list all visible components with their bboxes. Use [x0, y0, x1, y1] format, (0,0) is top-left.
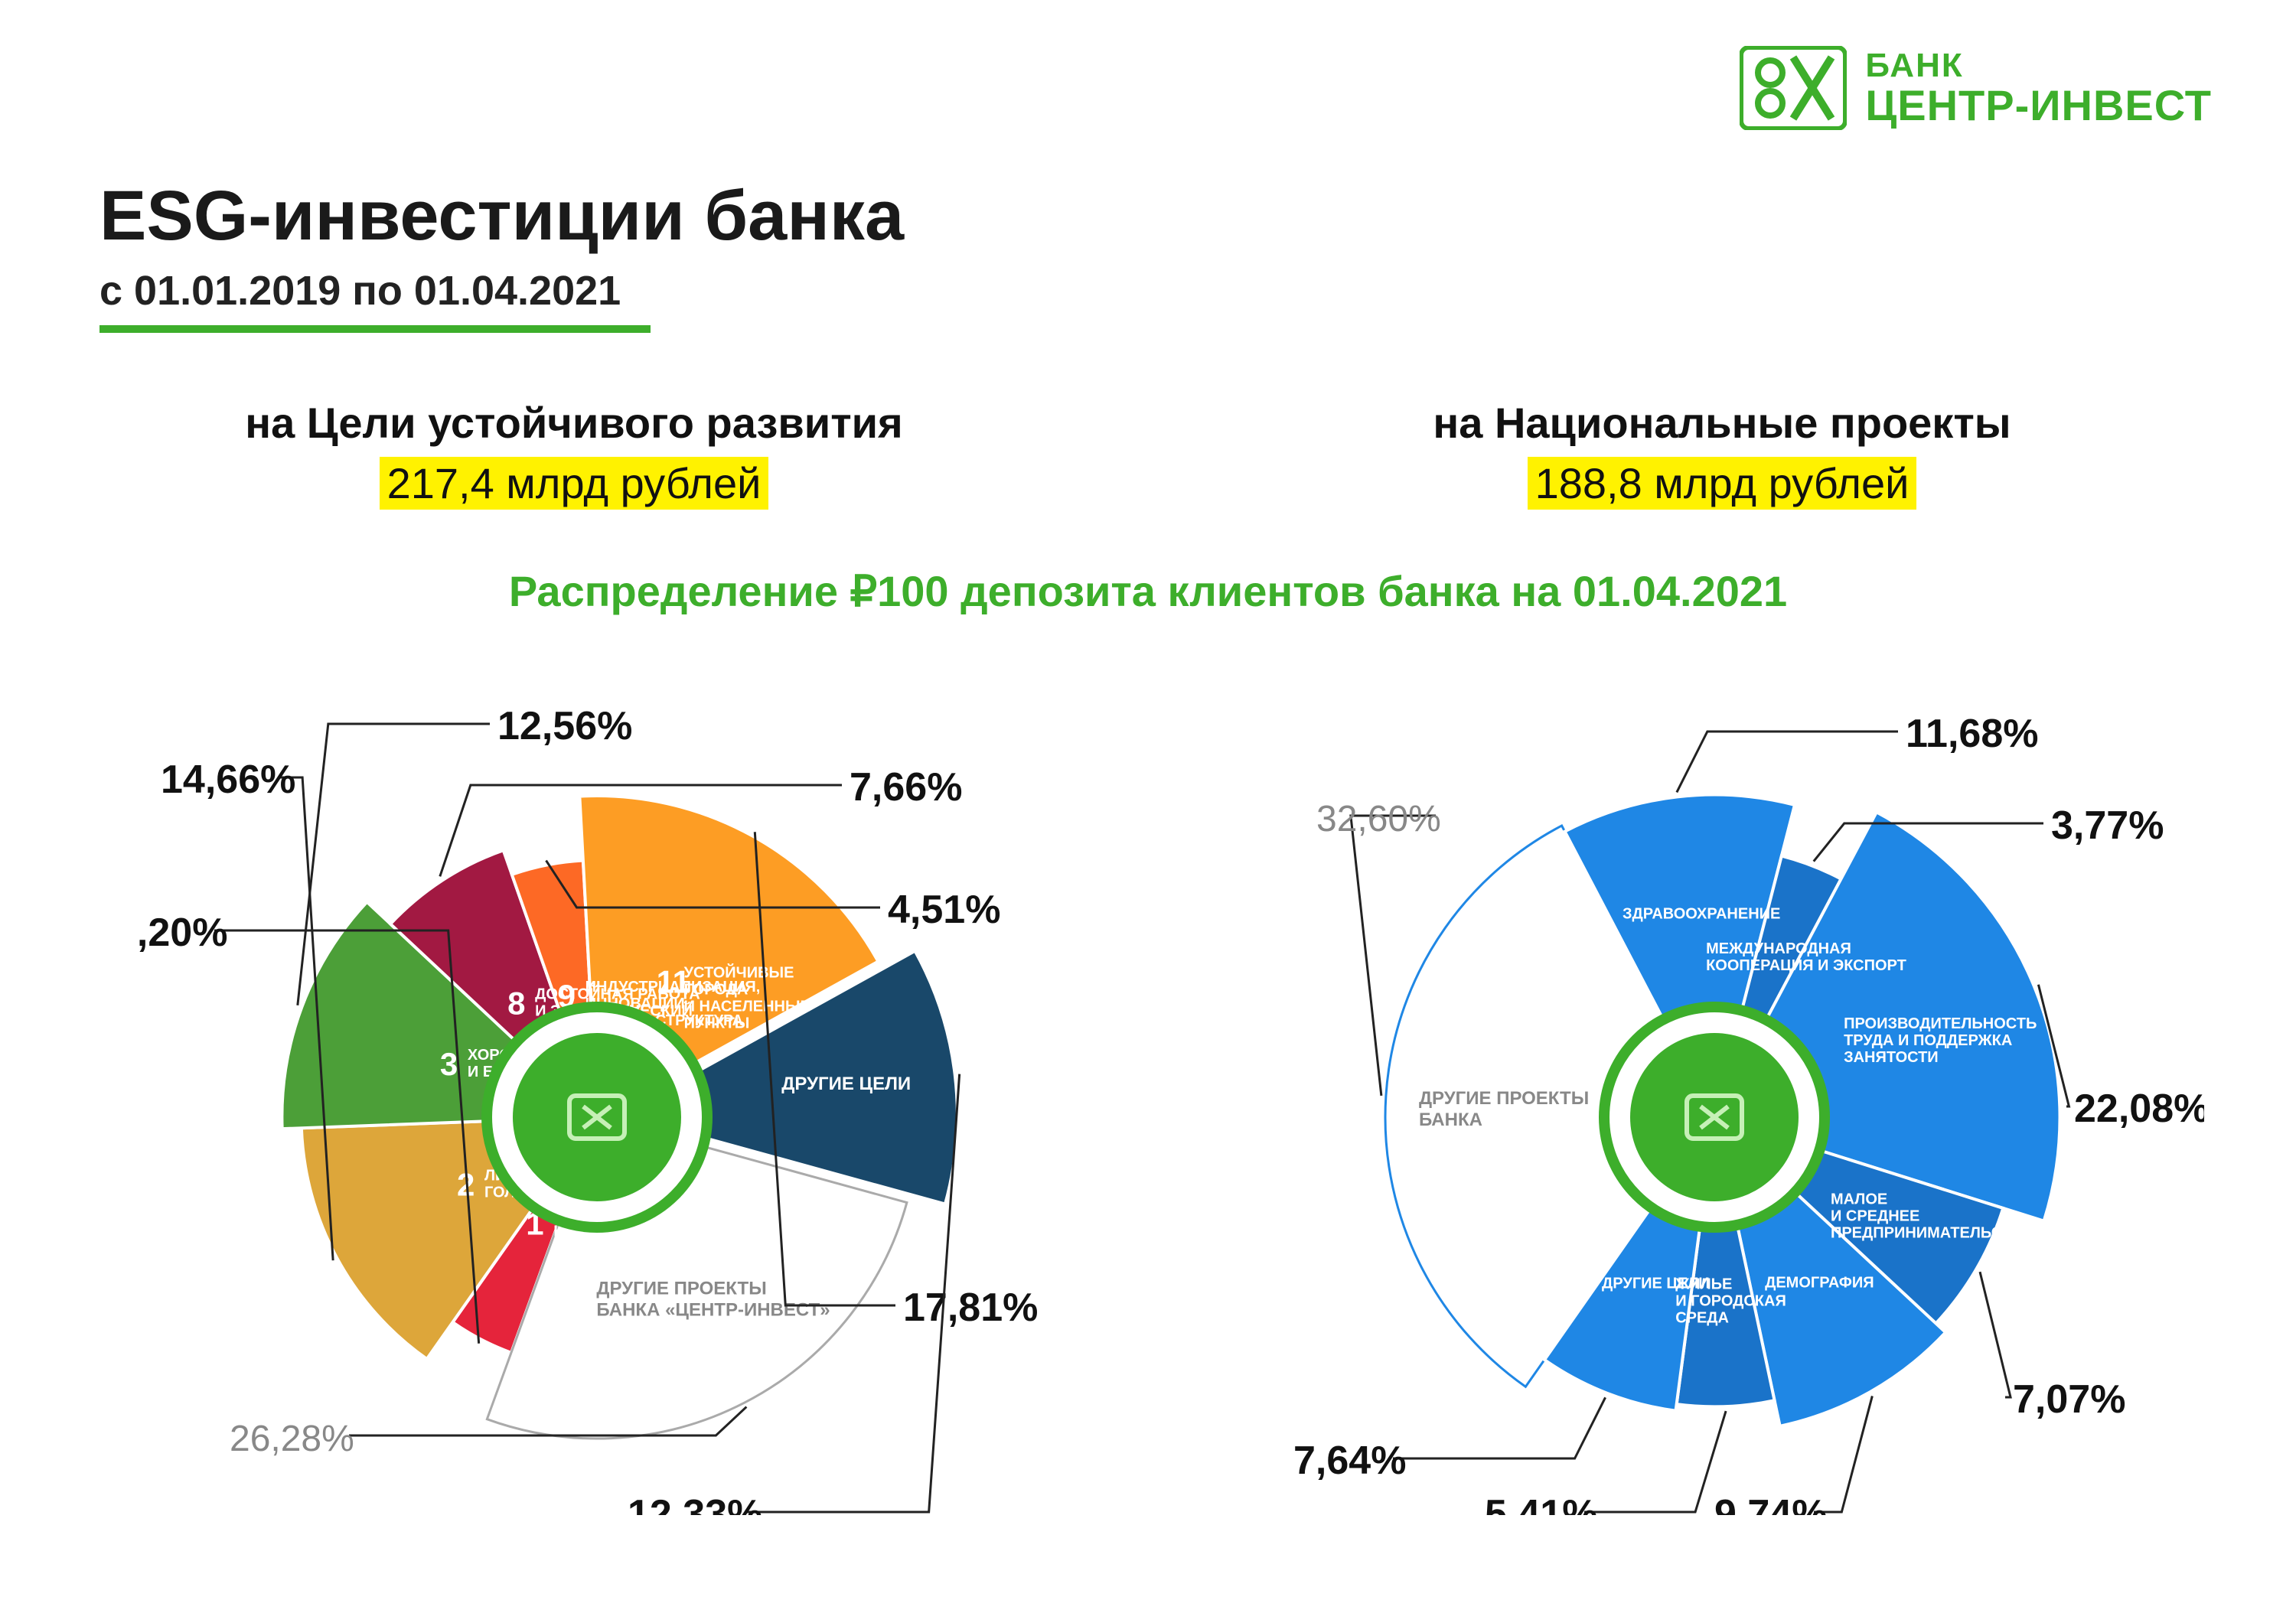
left-pie-chart: 1ЛИКВИДАЦИЯНИЩЕТЫ2ЛИКВИДАЦИЯГОЛОДА3ХОРОШ…: [138, 673, 1056, 1515]
svg-text:17,81%: 17,81%: [903, 1286, 1038, 1330]
svg-text:7,66%: 7,66%: [850, 765, 962, 810]
svg-text:5,41%: 5,41%: [1485, 1492, 1597, 1515]
left-amount: 217,4 млрд рублей: [380, 457, 769, 510]
svg-text:32,60%: 32,60%: [1316, 799, 1441, 839]
svg-text:4,51%: 4,51%: [888, 888, 1000, 932]
svg-text:ЗДРАВООХРАНЕНИЕ: ЗДРАВООХРАНЕНИЕ: [1623, 905, 1780, 922]
svg-text:14,66%: 14,66%: [161, 758, 295, 802]
left-caption: на Цели устойчивого развития: [115, 398, 1033, 448]
svg-text:4,20%: 4,20%: [138, 911, 227, 955]
svg-text:26,28%: 26,28%: [230, 1419, 354, 1459]
svg-text:12,56%: 12,56%: [497, 704, 632, 748]
svg-text:7,07%: 7,07%: [2013, 1377, 2125, 1422]
title-underline: [99, 325, 651, 333]
svg-text:8: 8: [507, 985, 525, 1021]
right-amount: 188,8 млрд рублей: [1528, 457, 1917, 510]
bank-logo: БАНК ЦЕНТР-ИНВЕСТ: [1740, 46, 2212, 130]
svg-text:ДРУГИЕ ЦЕЛИ: ДРУГИЕ ЦЕЛИ: [781, 1074, 911, 1094]
svg-text:3: 3: [440, 1046, 458, 1082]
svg-text:9,74%: 9,74%: [1714, 1492, 1827, 1515]
svg-text:22,08%: 22,08%: [2074, 1087, 2204, 1131]
page-subtitle: с 01.01.2019 по 01.04.2021: [99, 267, 904, 314]
svg-text:11,68%: 11,68%: [1906, 712, 2039, 756]
middle-caption: Распределение ₽100 депозита клиентов бан…: [0, 566, 2296, 617]
page-title: ESG-инвестиции банка: [99, 176, 904, 256]
svg-text:ДЕМОГРАФИЯ: ДЕМОГРАФИЯ: [1765, 1275, 1874, 1292]
right-pie-chart: ДРУГИЕ ПРОЕКТЫБАНКАЗДРАВООХРАНЕНИЕМЕЖДУН…: [1240, 673, 2204, 1515]
svg-text:12,33%: 12,33%: [628, 1492, 762, 1515]
svg-text:7,64%: 7,64%: [1293, 1439, 1406, 1483]
logo-text-line2: ЦЕНТР-ИНВЕСТ: [1865, 83, 2212, 129]
logo-mark-icon: [1740, 46, 1847, 130]
right-caption: на Национальные проекты: [1263, 398, 2181, 448]
svg-text:3,77%: 3,77%: [2051, 803, 2164, 848]
svg-text:ДРУГИЕ ЦЕЛИ: ДРУГИЕ ЦЕЛИ: [1602, 1276, 1710, 1292]
logo-text-line1: БАНК: [1865, 48, 2212, 83]
